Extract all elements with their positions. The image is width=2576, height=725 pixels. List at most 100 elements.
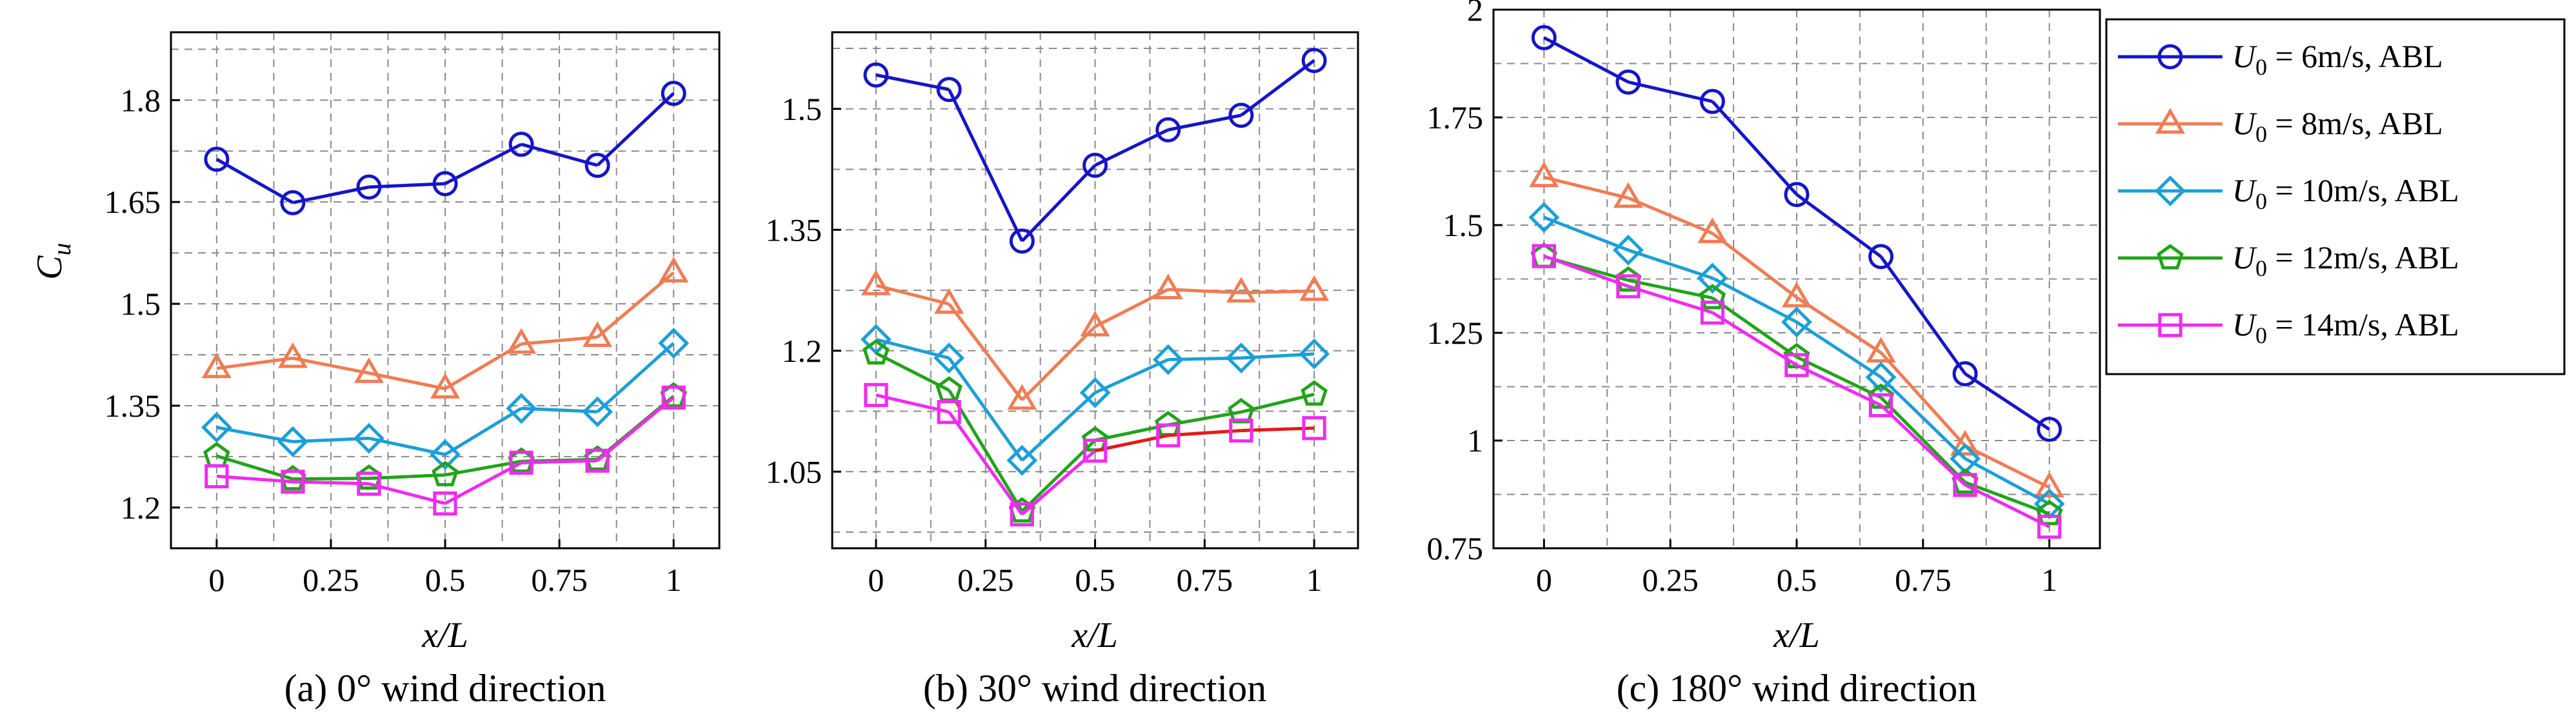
data-point [205,464,229,489]
data-point [1697,217,1728,243]
series-line-segment [1879,376,1966,460]
series-line-segment [1021,164,1097,243]
data-point [1528,202,1560,233]
series-line-segment [1628,284,1713,314]
series-line-segment [444,143,523,185]
y-tick-label: 1 [1467,422,1483,459]
data-point [1006,444,1038,476]
data-point [582,396,614,428]
data-point [1699,88,1725,114]
series-3 [1528,202,2065,520]
data-point [1299,338,1330,370]
series-line-segment [1241,289,1315,295]
series-line-segment [368,182,446,189]
data-point [354,357,384,383]
series-line-segment [1168,288,1241,295]
series-line-segment [1628,248,1713,280]
legend-marker [2158,313,2182,337]
legend-label: U0 = 8m/s, ABL [2232,105,2443,147]
x-axis-label-a: x/L [421,615,468,655]
series-line-segment [1628,279,1713,300]
series-1 [1531,25,2062,442]
data-point [661,81,686,106]
data-point [1532,244,1556,268]
y-tick-label: 1.35 [105,388,161,424]
data-point [430,439,461,470]
data-point [357,472,381,496]
data-point [1299,275,1330,301]
y-axis-label-sub: u [47,243,76,255]
series-line-segment [1543,215,1629,252]
legend: U0 = 6m/s, ABL U0 = 8m/s, ABL U0 = 10m/s, … [2105,18,2566,375]
legend-marker [2157,44,2183,70]
x-axis-label-c: x/L [1773,615,1820,655]
y-tick-label: 0.75 [1427,530,1484,566]
data-point [864,382,888,408]
data-point [506,328,537,354]
y-axis-label: Cu [30,243,76,279]
y-axis-label-main: C [30,255,70,280]
series-line-segment [292,480,369,486]
series-line-segment [1795,355,1882,399]
data-point [2035,499,2063,526]
data-point [861,270,891,295]
series-line-segment [1711,100,1798,196]
series-line-segment [1795,321,1882,379]
data-point [1866,337,1896,362]
data-point [506,393,537,424]
data-point [1953,473,1977,497]
series-line-segment [1627,196,1713,235]
y-tick-label: 1.2 [782,333,823,369]
series-line-segment [1795,363,1882,407]
series-line-segment [947,389,1024,512]
data-point [934,288,964,314]
data-point [1009,228,1035,254]
data-point [277,426,308,457]
legend-box [2105,18,2566,375]
series-3 [860,324,1330,476]
grid [832,32,1358,548]
legend-marker [2155,175,2186,206]
series-line-segment [216,356,294,370]
x-tick-label: 0.25 [957,562,1014,598]
x-tick-label: 0.5 [1777,562,1817,598]
series-line-segment [1021,439,1097,513]
grid [171,32,719,548]
data-point [2037,417,2062,442]
data-point [1156,423,1181,448]
series-line-segment [948,411,1024,515]
series-line-segment [596,396,675,462]
data-point [1784,353,1809,377]
series-line-segment [596,92,675,167]
series-line-segment [1021,391,1097,462]
svg-text:Cu: Cu [30,243,76,279]
y-tick-label: 1.5 [121,286,161,322]
series-line-segment [1168,429,1242,437]
series-line-segment [1879,255,1967,375]
series-line-segment [1094,128,1169,167]
series-line-segment [444,459,522,477]
data-point [1531,25,1557,50]
series-2 [861,270,1330,410]
x-tick-label: 0.75 [1895,562,1952,598]
data-point [1865,361,1897,393]
caption-b: (b) 30° wind direction [923,667,1266,710]
series-2 [201,257,689,399]
series-line-segment [1879,396,1966,484]
x-tick-label: 0 [868,562,884,598]
series-line-segment [1712,311,1798,367]
series-line-segment [1795,193,1882,258]
data-point [1699,284,1726,310]
data-point [1781,306,1812,338]
series-line-segment [596,342,675,413]
series-line-segment [1543,254,1629,288]
data-point [1010,502,1034,527]
series-line-segment [875,352,950,392]
series-3 [201,328,690,470]
legend-item: U0 = 6m/s, ABL [2118,38,2443,80]
data-point [659,257,689,283]
series-line-segment [596,271,675,339]
caption-c: (c) 180° wind direction [1617,667,1977,710]
data-point [1529,161,1559,188]
series-line-segment [1628,80,1713,103]
